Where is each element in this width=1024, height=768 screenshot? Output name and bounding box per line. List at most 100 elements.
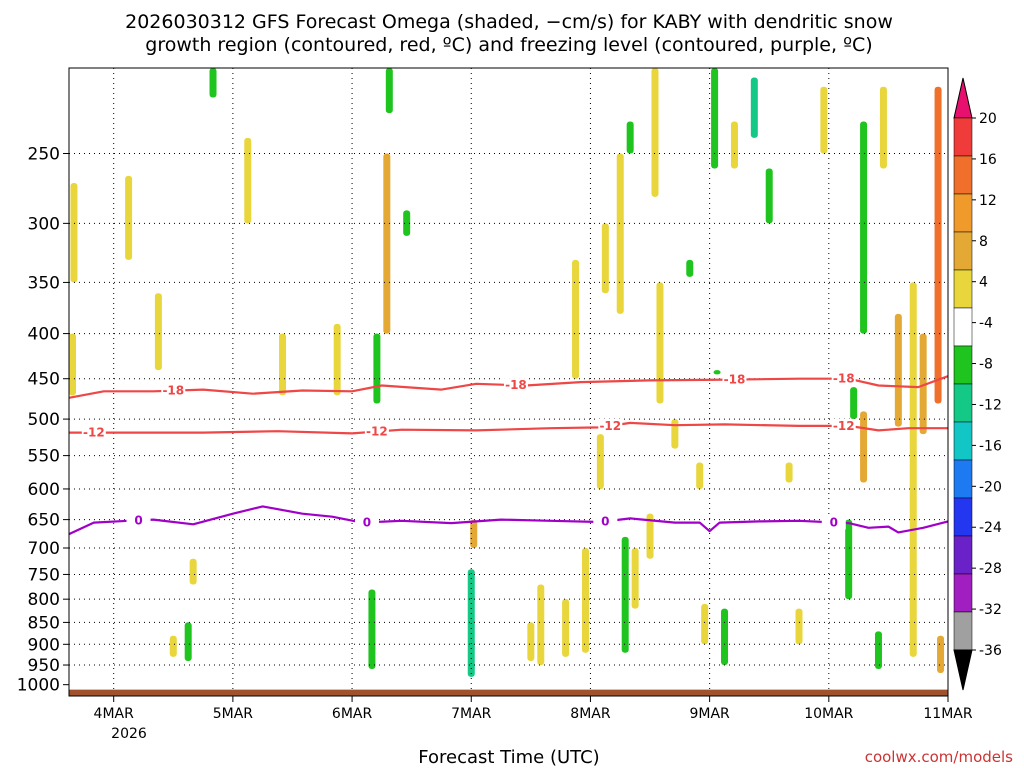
contour-label: -18	[162, 384, 184, 398]
contour-label-bg	[821, 515, 846, 530]
colorbar-label: -12	[979, 397, 1002, 413]
omega-shade-cell	[562, 599, 570, 657]
colorbar-swatch	[953, 269, 973, 309]
omega-shade-cell	[184, 622, 192, 661]
omega-shade-cell	[850, 387, 858, 420]
colorbar-swatch	[953, 345, 973, 385]
contour-label: -18	[833, 372, 855, 386]
omega-shade-cell	[631, 548, 639, 609]
omega-shade-cell	[671, 419, 679, 449]
omega-shade-cell	[686, 259, 694, 277]
colorbar-swatch	[953, 193, 973, 233]
colorbar-swatch	[953, 231, 973, 271]
colorbar-label: -8	[979, 357, 993, 373]
omega-shade-cell	[385, 68, 393, 114]
omega-shade-cell	[765, 168, 773, 224]
colorbar-label: -24	[979, 520, 1002, 536]
contour-line	[68, 505, 949, 536]
omega-shade-cell	[909, 282, 917, 657]
omega-shade-cell	[279, 333, 287, 396]
omega-shade-cell	[154, 293, 162, 371]
y-tick-label: 800	[28, 590, 60, 610]
omega-shade-cell	[730, 121, 738, 169]
y-tick-label: 750	[28, 565, 60, 585]
colorbar-label: 20	[979, 111, 997, 127]
y-tick-label: 350	[28, 273, 60, 293]
omega-shade-cell	[527, 622, 535, 661]
omega-shade-cell	[750, 77, 758, 138]
y-axis-pressure: 2503003504004505005506006507007508008509…	[17, 144, 69, 696]
colorbar-label: -16	[979, 438, 1002, 454]
colorbar-swatch	[953, 573, 973, 613]
colorbar-arrow-bottom	[953, 649, 973, 691]
contour-label-bg	[161, 383, 186, 398]
y-tick-label: 450	[28, 370, 60, 390]
y-tick-label: 900	[28, 635, 60, 655]
omega-shade-cell	[721, 608, 729, 666]
omega-shade-cell	[934, 86, 942, 404]
contour-label-bg	[831, 371, 856, 386]
omega-shade-cell	[646, 513, 654, 559]
x-tick-label: 9MAR	[689, 706, 730, 722]
contour-label-bg	[503, 378, 528, 393]
x-tick-label: 10MAR	[804, 706, 853, 722]
contour-label: -12	[599, 419, 621, 433]
omega-shade-cell	[403, 210, 411, 236]
contour-label: -12	[366, 425, 388, 439]
plot-frame	[68, 67, 949, 697]
colorbar-label: -28	[979, 561, 1002, 577]
omega-shade-cell	[937, 635, 945, 674]
omega-shade-cell	[616, 153, 624, 314]
x-tick-label: 5MAR	[213, 706, 254, 722]
omega-shade-cell	[656, 282, 664, 404]
contour-label: 0	[363, 515, 371, 529]
y-tick-label: 500	[28, 410, 60, 430]
omega-shade-cell	[470, 519, 478, 549]
colorbar-label: -32	[979, 602, 1002, 618]
omega-shade-cell	[894, 313, 902, 427]
omega-shade-cell	[581, 548, 589, 653]
omega-shade-cell	[621, 536, 629, 653]
omega-shade-cell	[333, 323, 341, 396]
omega-shade-cell	[626, 121, 634, 154]
chart-title-line-2: growth region (contoured, red, ºC) and f…	[145, 34, 872, 56]
y-tick-label: 550	[28, 447, 60, 467]
x-axis-title: Forecast Time (UTC)	[418, 747, 599, 768]
omega-shade-cell	[711, 68, 719, 169]
y-tick-label: 950	[28, 656, 60, 676]
omega-shading	[69, 68, 945, 677]
x-axis-year-label: 2026	[111, 726, 147, 742]
colorbar-swatch	[953, 307, 973, 347]
contour-label: -12	[83, 426, 105, 440]
omega-shade-cell	[879, 86, 887, 169]
contour-label-bg	[593, 514, 618, 529]
omega-shade-cell	[189, 558, 197, 585]
omega-shade-cell	[713, 370, 721, 375]
omega-shade-cell	[860, 121, 868, 334]
omega-shade-cell	[537, 584, 545, 666]
y-tick-label: 250	[28, 144, 60, 164]
omega-shade-cell	[874, 631, 882, 670]
contour-line	[69, 421, 948, 435]
x-tick-label: 11MAR	[923, 706, 972, 722]
omega-shade-cell	[845, 519, 853, 600]
colorbar-swatch	[953, 497, 973, 537]
chart-title-line-1: 2026030312 GFS Forecast Omega (shaded, −…	[125, 11, 893, 33]
ground-surface	[69, 689, 948, 696]
omega-shade-cell	[125, 175, 133, 260]
omega-shade-cell	[69, 333, 76, 396]
omega-shade-cell	[919, 333, 927, 435]
omega-shade-cell	[601, 223, 609, 294]
x-tick-label: 8MAR	[570, 706, 611, 722]
contour-label-bg	[364, 424, 389, 439]
contour-label-bg	[126, 513, 151, 528]
omega-shade-cell	[368, 589, 376, 670]
colorbar-swatch	[953, 459, 973, 499]
contour-label: 0	[601, 514, 609, 528]
contour-label-bg	[722, 372, 747, 387]
site-credit: coolwx.com/models	[865, 748, 1013, 766]
contour-label: 0	[134, 513, 142, 527]
contour-label-bg	[831, 418, 856, 433]
omega-shade-cell	[820, 86, 828, 154]
